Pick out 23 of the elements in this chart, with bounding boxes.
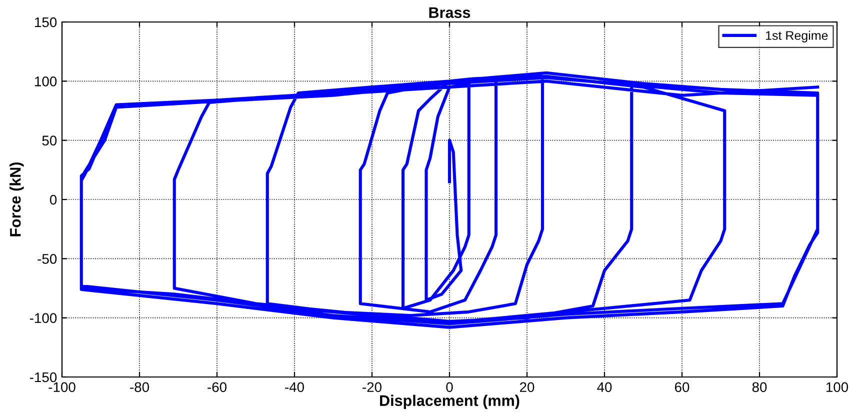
y-tick-label: 50: [42, 136, 57, 146]
x-tick-label: 40: [597, 382, 612, 392]
x-tick-label: 80: [752, 382, 767, 392]
y-tick-label: -150: [30, 372, 57, 382]
x-tick-label: -60: [208, 382, 226, 392]
x-tick-label: 60: [674, 382, 690, 392]
line-series: [80, 71, 820, 329]
x-tick-label: 0: [446, 382, 453, 392]
x-tick-label: -40: [285, 382, 304, 392]
legend-label: 1st Regime: [766, 30, 828, 42]
x-tick-label: 100: [826, 382, 848, 392]
y-axis-title: Force (kN): [10, 162, 24, 236]
x-tick-label: -100: [48, 382, 76, 392]
y-tick-label: 100: [35, 76, 57, 86]
y-tick-label: -50: [38, 254, 57, 264]
chart-title: Brass: [429, 7, 470, 18]
x-tick-label: 20: [520, 382, 534, 392]
x-tick-label: -20: [362, 382, 382, 392]
y-tick-label: 150: [35, 17, 57, 28]
y-tick-label: 0: [50, 194, 57, 205]
x-axis-title: Displacement (mm): [380, 394, 520, 410]
x-tick-label: -80: [130, 382, 149, 392]
y-tick-label: -100: [30, 313, 57, 324]
